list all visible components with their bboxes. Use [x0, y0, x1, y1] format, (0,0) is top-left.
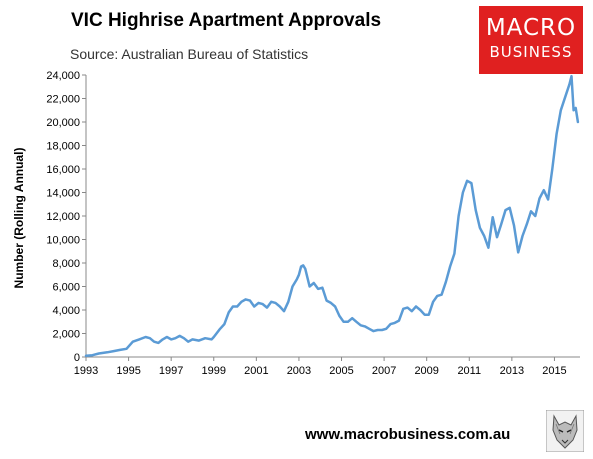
- y-tick-label: 0: [74, 352, 80, 364]
- y-axis-label: Number (Rolling Annual): [12, 148, 26, 289]
- y-tick-label: 16,000: [46, 164, 80, 176]
- series-line: [84, 74, 580, 358]
- x-tick-label: 2013: [500, 365, 524, 377]
- y-tick-label: 8,000: [52, 258, 80, 270]
- chart-subtitle: Source: Australian Bureau of Statistics: [70, 46, 309, 62]
- y-tick-label: 14,000: [46, 188, 80, 200]
- x-tick-label: 1995: [116, 365, 140, 377]
- x-tick-label: 1997: [159, 365, 183, 377]
- x-tick-label: 2015: [542, 365, 566, 377]
- y-tick-label: 12,000: [46, 211, 80, 223]
- x-tick-label: 1993: [74, 365, 98, 377]
- y-tick-label: 18,000: [46, 141, 80, 153]
- y-tick-label: 2,000: [52, 329, 80, 341]
- wolf-mascot-icon: [546, 410, 584, 452]
- y-tick-label: 20,000: [46, 117, 80, 129]
- x-tick-label: 2001: [244, 365, 268, 377]
- x-axis-ticks: 1993 1995 1997 1999 2001 2003 2005 2007 2009 2011…: [74, 357, 567, 377]
- logo-line-2: BUSINESS: [489, 43, 573, 61]
- x-tick-label: 2009: [414, 365, 438, 377]
- y-tick-label: 6,000: [52, 282, 80, 294]
- x-tick-label: 2005: [329, 365, 353, 377]
- y-tick-label: 22,000: [46, 94, 80, 106]
- y-tick-label: 4,000: [52, 305, 80, 317]
- x-tick-label: 2011: [457, 365, 481, 377]
- x-tick-label: 1999: [202, 365, 226, 377]
- chart-series: [84, 74, 580, 358]
- y-axis-ticks: 0 2,000 4,000 6,000 8,000 10,000 12,000 14,000 1…: [46, 70, 86, 364]
- macrobusiness-logo: MACRO BUSINESS: [479, 6, 583, 74]
- chart-title: VIC Highrise Apartment Approvals: [71, 10, 382, 31]
- y-tick-label: 10,000: [46, 235, 80, 247]
- y-tick-label: 24,000: [46, 70, 80, 82]
- website-link[interactable]: www.macrobusiness.com.au: [305, 426, 511, 443]
- logo-line-1: MACRO: [485, 15, 577, 41]
- chart-axes: [85, 75, 580, 358]
- x-tick-label: 2003: [287, 365, 311, 377]
- x-tick-label: 2007: [372, 365, 396, 377]
